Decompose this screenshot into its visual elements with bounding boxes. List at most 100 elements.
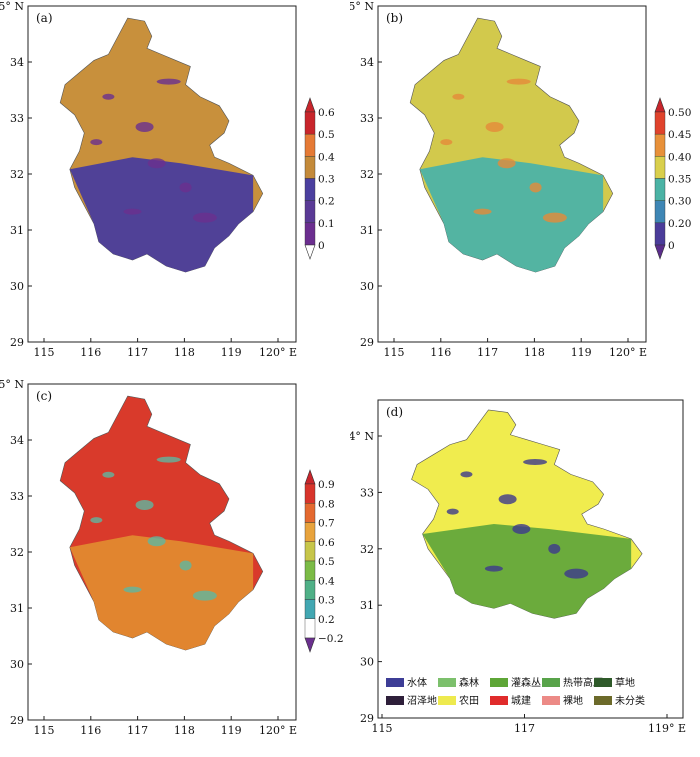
colorbar-segment [304, 599, 316, 619]
land-patch [484, 565, 503, 572]
colorbar-arrow-bottom [654, 244, 666, 260]
colorbar-label: 0 [668, 240, 675, 252]
x-tick-label: 115 [34, 724, 55, 737]
x-tick-label: 115 [34, 346, 55, 359]
land-patch [498, 494, 517, 505]
land-patch [497, 158, 516, 169]
land-patch [548, 543, 561, 554]
y-tick-label: 32 [360, 543, 374, 556]
legend-label: 沼泽地 [407, 694, 437, 707]
land-patch [147, 536, 166, 547]
legend-swatch [542, 696, 560, 705]
colorbar-segment [654, 156, 666, 179]
y-tick-label: 29 [360, 712, 374, 725]
x-tick-label: 118 [524, 346, 545, 359]
y-tick-label: 30 [10, 280, 24, 293]
colorbar-segment [304, 111, 316, 135]
land-patch [156, 456, 181, 463]
x-tick-label: 120° E [259, 724, 297, 737]
x-tick-label: 116 [430, 346, 451, 359]
y-tick-label: 33 [10, 112, 24, 125]
land-patch [446, 508, 459, 515]
x-tick-label: 119 [221, 346, 242, 359]
land-patch [523, 459, 548, 466]
land-patch [506, 78, 531, 85]
land-patch [564, 568, 589, 579]
x-tick-label: 120° E [259, 346, 297, 359]
x-tick-label: 119 [221, 724, 242, 737]
colorbar-segment [304, 522, 316, 542]
y-tick-label: 34° N [350, 430, 374, 443]
land-patch [192, 590, 217, 601]
x-tick-label: 117 [127, 724, 148, 737]
panel-label: (b) [386, 11, 403, 25]
legend-swatch [438, 678, 456, 687]
legend-swatch [594, 678, 612, 687]
map-panel-a: (a) 35° N 34 33 32 31 30 29 115 116 117 118 119 120° … [0, 0, 335, 359]
legend-label: 城建 [511, 694, 531, 707]
colorbar-arrow-bottom [304, 244, 316, 260]
land-patch [123, 208, 142, 215]
colorbar-label: 0.4 [318, 575, 335, 587]
y-tick-label: 31 [360, 599, 374, 612]
x-tick-label: 116 [80, 724, 101, 737]
land-patch [452, 93, 465, 100]
colorbar-label: 0.9 [318, 479, 335, 491]
colorbar-label: 0.3 [318, 174, 335, 186]
colorbar-label: 0.2 [318, 196, 335, 208]
x-tick-label: 117 [127, 346, 148, 359]
colorbar-label: 0.7 [318, 518, 335, 530]
map-panel-b: (b) 35° N 34 33 32 31 30 29 115 116 117 118 119 120° … [350, 0, 691, 359]
y-tick-label: 34 [10, 434, 24, 447]
land-patch [460, 471, 473, 478]
colorbar-segment [304, 483, 316, 504]
x-tick-label: 115 [372, 722, 393, 735]
colorbar-label: 0.35 [668, 174, 691, 186]
y-tick-label: 31 [10, 224, 24, 237]
land-patch [512, 523, 531, 534]
x-tick-label: 120° E [609, 346, 647, 359]
land-patch [542, 212, 567, 223]
land-patch [90, 517, 103, 524]
southern-region [69, 157, 263, 273]
land-patch [529, 182, 542, 193]
colorbar-label: 0.40 [668, 151, 691, 163]
land-patch [90, 139, 103, 146]
colorbar-label: 0.5 [318, 129, 335, 141]
y-tick-label: 35° N [0, 378, 24, 391]
x-tick-label: 119° E [648, 722, 686, 735]
colorbar-label: 0 [318, 240, 325, 252]
land-patch [179, 182, 192, 193]
x-tick-label: 118 [174, 346, 195, 359]
legend-swatch [490, 678, 508, 687]
land-patch [147, 158, 166, 169]
colorbar-arrow-top [304, 97, 316, 113]
x-tick-label: 117 [514, 722, 535, 735]
legend-label: 草地 [615, 676, 635, 689]
colorbar-arrow-top [654, 97, 666, 113]
land-patch [156, 78, 181, 85]
y-tick-label: 30 [360, 280, 374, 293]
legend-label: 未分类 [615, 694, 645, 707]
legend-label: 灌森丛 [511, 676, 541, 689]
land-patch [135, 121, 154, 132]
colorbar-segment [654, 111, 666, 135]
colorbar-label: 0.4 [318, 151, 335, 163]
land-patch [102, 471, 115, 478]
y-tick-label: 31 [10, 602, 24, 615]
legend-swatch [438, 696, 456, 705]
y-tick-label: 32 [10, 546, 24, 559]
colorbar-segment [304, 222, 316, 246]
y-tick-label: 32 [10, 168, 24, 181]
y-tick-label: 34 [10, 56, 24, 69]
colorbar-segment [304, 178, 316, 201]
southern-region [419, 157, 613, 273]
colorbar-label: 0.45 [668, 129, 691, 141]
colorbar-segment [304, 503, 316, 523]
land-patch [179, 560, 192, 571]
colorbar-label: 0.6 [318, 107, 335, 119]
y-tick-label: 29 [10, 336, 24, 349]
colorbar-label: 0.2 [318, 614, 335, 626]
land-patch [135, 499, 154, 510]
